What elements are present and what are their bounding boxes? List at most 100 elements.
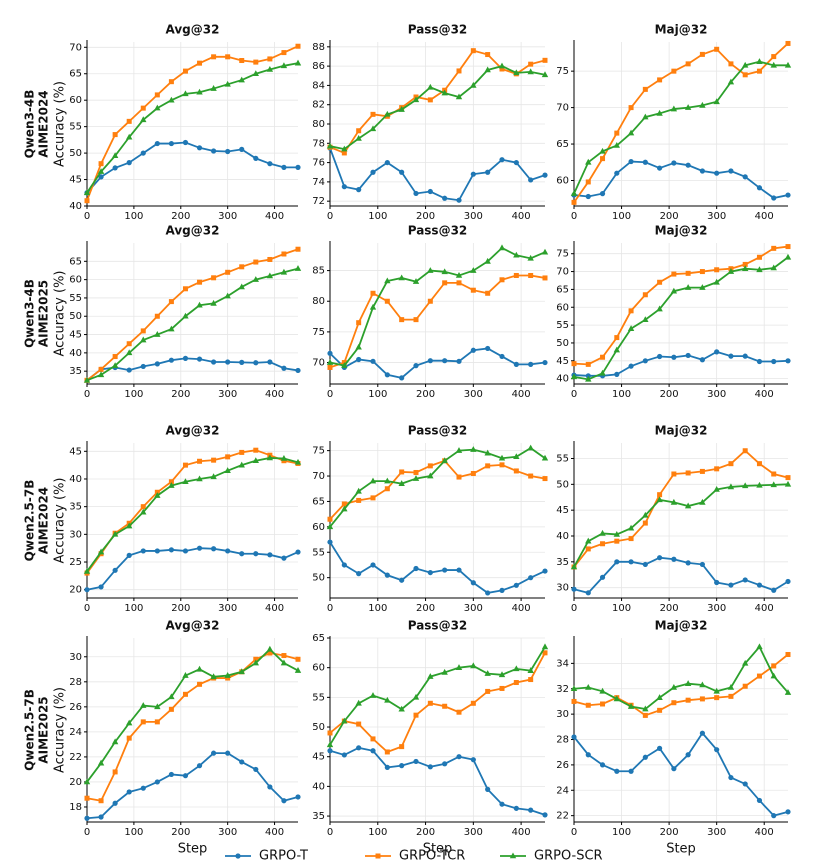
marker bbox=[399, 469, 405, 475]
marker bbox=[699, 284, 706, 290]
marker bbox=[642, 754, 648, 760]
x-tick-label: 100 bbox=[124, 211, 143, 222]
marker bbox=[253, 59, 259, 65]
marker bbox=[499, 66, 505, 72]
x-tick-label: 200 bbox=[416, 389, 435, 400]
marker bbox=[83, 189, 91, 196]
x-tick-label: 100 bbox=[368, 389, 387, 400]
marker bbox=[642, 561, 648, 568]
marker bbox=[197, 60, 203, 66]
marker bbox=[627, 703, 635, 709]
marker bbox=[728, 693, 734, 699]
y-tick-label: 60 bbox=[69, 95, 82, 106]
marker bbox=[528, 361, 534, 367]
marker bbox=[413, 363, 419, 369]
y-tick-label: 65 bbox=[69, 256, 82, 267]
marker bbox=[211, 54, 217, 60]
marker bbox=[399, 375, 405, 381]
marker bbox=[154, 104, 161, 111]
marker bbox=[585, 158, 592, 165]
y-tick-label: 26 bbox=[556, 760, 569, 771]
marker bbox=[671, 68, 677, 74]
marker bbox=[714, 267, 720, 273]
marker bbox=[571, 199, 577, 205]
marker bbox=[168, 693, 175, 700]
y-tick-label: 34 bbox=[556, 658, 569, 669]
marker bbox=[571, 698, 577, 704]
series-line bbox=[329, 274, 546, 369]
marker bbox=[485, 52, 491, 58]
marker bbox=[211, 457, 217, 463]
y-tick-label: 40 bbox=[69, 474, 82, 485]
series-line bbox=[573, 653, 789, 717]
marker bbox=[714, 579, 720, 586]
x-tick-label: 100 bbox=[368, 827, 387, 838]
marker bbox=[570, 190, 578, 196]
marker bbox=[384, 277, 391, 284]
marker bbox=[628, 308, 634, 314]
marker bbox=[210, 473, 217, 480]
marker bbox=[168, 96, 175, 103]
marker bbox=[370, 358, 376, 364]
marker bbox=[627, 325, 635, 331]
x-tick-label: 400 bbox=[755, 211, 774, 222]
marker bbox=[771, 54, 777, 60]
x-tick-label: 0 bbox=[327, 603, 333, 614]
marker bbox=[98, 174, 104, 180]
marker bbox=[728, 461, 734, 467]
marker bbox=[684, 680, 692, 686]
marker bbox=[456, 567, 462, 573]
x-tick-label: 300 bbox=[464, 389, 483, 400]
marker bbox=[168, 140, 174, 147]
marker bbox=[671, 700, 677, 706]
marker bbox=[384, 486, 390, 492]
marker bbox=[513, 69, 520, 76]
marker bbox=[224, 292, 231, 299]
marker bbox=[112, 800, 118, 806]
y-tick-label: 45 bbox=[312, 752, 325, 763]
marker bbox=[83, 778, 91, 785]
marker bbox=[771, 245, 777, 251]
y-tick-label: 24 bbox=[556, 785, 569, 796]
marker bbox=[280, 659, 288, 666]
marker bbox=[542, 476, 548, 482]
marker bbox=[456, 68, 462, 74]
marker bbox=[98, 584, 104, 590]
y-tick-label: 35 bbox=[69, 502, 82, 513]
x-tick-label: 200 bbox=[416, 827, 435, 838]
y-tick-label: 35 bbox=[312, 811, 325, 822]
marker bbox=[470, 470, 476, 476]
x-tick-label: 300 bbox=[464, 827, 483, 838]
marker bbox=[196, 665, 203, 672]
marker bbox=[771, 358, 777, 365]
series-line bbox=[573, 731, 789, 817]
marker bbox=[771, 663, 777, 669]
marker bbox=[399, 577, 405, 583]
marker bbox=[513, 468, 519, 474]
series-line bbox=[329, 65, 546, 151]
marker bbox=[154, 703, 161, 710]
y-axis-label: Accuracy (%) bbox=[53, 81, 68, 167]
marker bbox=[513, 665, 520, 672]
marker bbox=[252, 457, 259, 464]
marker bbox=[699, 696, 705, 702]
marker bbox=[541, 454, 549, 461]
marker bbox=[541, 71, 549, 78]
marker bbox=[266, 454, 274, 461]
marker bbox=[111, 530, 119, 537]
marker bbox=[210, 85, 217, 91]
marker bbox=[541, 248, 549, 255]
y-tick-label: 24 bbox=[69, 727, 82, 738]
x-axis-label: Step bbox=[178, 842, 208, 857]
marker bbox=[455, 447, 463, 453]
marker bbox=[140, 363, 146, 370]
x-tick-label: 200 bbox=[660, 211, 679, 222]
marker bbox=[97, 168, 105, 174]
marker bbox=[628, 158, 634, 165]
marker bbox=[225, 359, 231, 365]
series-line bbox=[86, 357, 299, 382]
panel-title: Avg@32 bbox=[166, 619, 220, 633]
x-tick-label: 400 bbox=[265, 827, 284, 838]
marker bbox=[266, 272, 274, 279]
y-tick-label: 50 bbox=[69, 148, 82, 159]
